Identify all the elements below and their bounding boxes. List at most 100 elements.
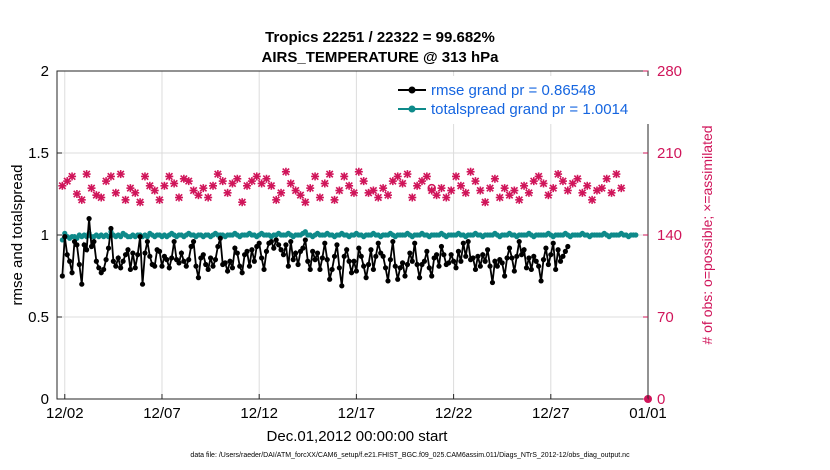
obs-point: [106, 172, 115, 181]
x-tick-label: 12/22: [435, 405, 473, 422]
rmse-point: [67, 258, 73, 264]
rmse-point: [251, 258, 257, 264]
rmse-point: [414, 261, 420, 268]
rmse-point: [395, 276, 401, 282]
rmse-point: [458, 258, 464, 264]
rmse-point: [293, 250, 299, 256]
rmse-point: [276, 242, 282, 248]
rmse-point: [480, 252, 486, 258]
rmse-point: [91, 238, 97, 245]
obs-point: [349, 188, 358, 197]
rmse-point: [412, 240, 418, 246]
rmse-point: [509, 255, 515, 261]
rmse-point: [237, 263, 243, 269]
obs-point: [408, 193, 417, 202]
legend-rmse-label: rmse grand pr = 0.86548: [431, 82, 596, 99]
obs-point: [340, 172, 349, 181]
obs-point: [160, 181, 169, 190]
rmse-point: [373, 253, 379, 259]
rmse-point: [433, 252, 440, 258]
rmse-point: [382, 265, 389, 271]
x-tick-label: 01/01: [629, 405, 667, 422]
rmse-point: [278, 247, 284, 253]
rmse-point: [137, 234, 143, 240]
obs-point: [301, 198, 310, 207]
rmse-point: [152, 263, 158, 269]
rmse-point: [341, 253, 347, 259]
data-file-footnote: data file: /Users/raeder/DAI/ATM_forcXX/…: [190, 452, 630, 459]
rmse-point: [227, 258, 233, 264]
obs-point: [602, 174, 611, 183]
rmse-point: [540, 257, 547, 263]
rmse-point: [239, 270, 245, 276]
rmse-point: [492, 258, 498, 264]
obs-point: [272, 195, 281, 204]
obs-point: [549, 184, 558, 193]
rmse-point: [390, 238, 396, 245]
obs-point: [413, 181, 422, 190]
rmse-point: [249, 247, 255, 253]
rmse-point: [453, 265, 459, 271]
rmse-point: [122, 252, 129, 258]
rmse-point: [528, 266, 534, 273]
rmse-point: [331, 253, 338, 259]
rmse-point: [448, 252, 454, 258]
x-tick-label: 12/17: [338, 405, 376, 422]
obs-point: [116, 170, 125, 179]
obs-point: [155, 195, 164, 204]
obs-point: [145, 181, 154, 190]
rmse-point: [232, 245, 238, 251]
obs-point: [403, 170, 412, 179]
rmse-point: [115, 255, 121, 261]
obs-point: [573, 174, 582, 183]
rmse-point: [533, 258, 539, 264]
rmse-point: [565, 243, 571, 250]
legend-spread-label: totalspread grand pr = 1.0014: [431, 101, 628, 118]
rmse-point: [487, 263, 493, 269]
rmse-point: [132, 265, 138, 271]
rmse-point: [283, 242, 289, 248]
rmse-point: [176, 260, 182, 266]
rmse-point: [370, 266, 376, 273]
rmse-point: [205, 266, 211, 273]
rmse-point: [356, 245, 362, 251]
obs-point: [495, 193, 504, 202]
rmse-point: [397, 265, 403, 271]
rmse-point: [450, 258, 457, 264]
rmse-point: [538, 278, 544, 284]
rmse-point: [166, 265, 172, 271]
rmse-point: [290, 257, 296, 263]
rmse-point: [429, 273, 435, 279]
rmse-point: [441, 252, 447, 258]
rmse-point: [156, 248, 163, 254]
rmse-point: [280, 252, 287, 258]
rmse-point: [69, 270, 75, 276]
rmse-point: [543, 245, 549, 251]
rmse-point: [300, 245, 306, 251]
rmse-point: [147, 253, 153, 259]
obs-point: [174, 193, 183, 202]
rmse-point: [127, 266, 133, 273]
obs-point: [359, 177, 368, 186]
rmse-point: [555, 247, 561, 253]
obs-point: [369, 186, 378, 195]
rmse-point: [183, 263, 189, 269]
obs-point: [306, 184, 315, 193]
rmse-point: [545, 261, 551, 268]
obs-point: [184, 177, 193, 186]
obs-point: [617, 184, 626, 193]
rmse-point: [358, 253, 364, 259]
rmse-point: [139, 281, 146, 287]
y-tick-label: 0: [41, 391, 49, 408]
rmse-point: [159, 263, 165, 269]
rmse-point: [511, 268, 517, 274]
rmse-point: [217, 235, 223, 241]
rmse-point: [96, 265, 102, 271]
obs-point: [194, 191, 203, 200]
rmse-point: [557, 258, 564, 264]
rmse-point: [76, 261, 82, 268]
obs-point: [335, 186, 344, 195]
rmse-point: [88, 243, 95, 250]
rmse-point: [307, 266, 313, 273]
